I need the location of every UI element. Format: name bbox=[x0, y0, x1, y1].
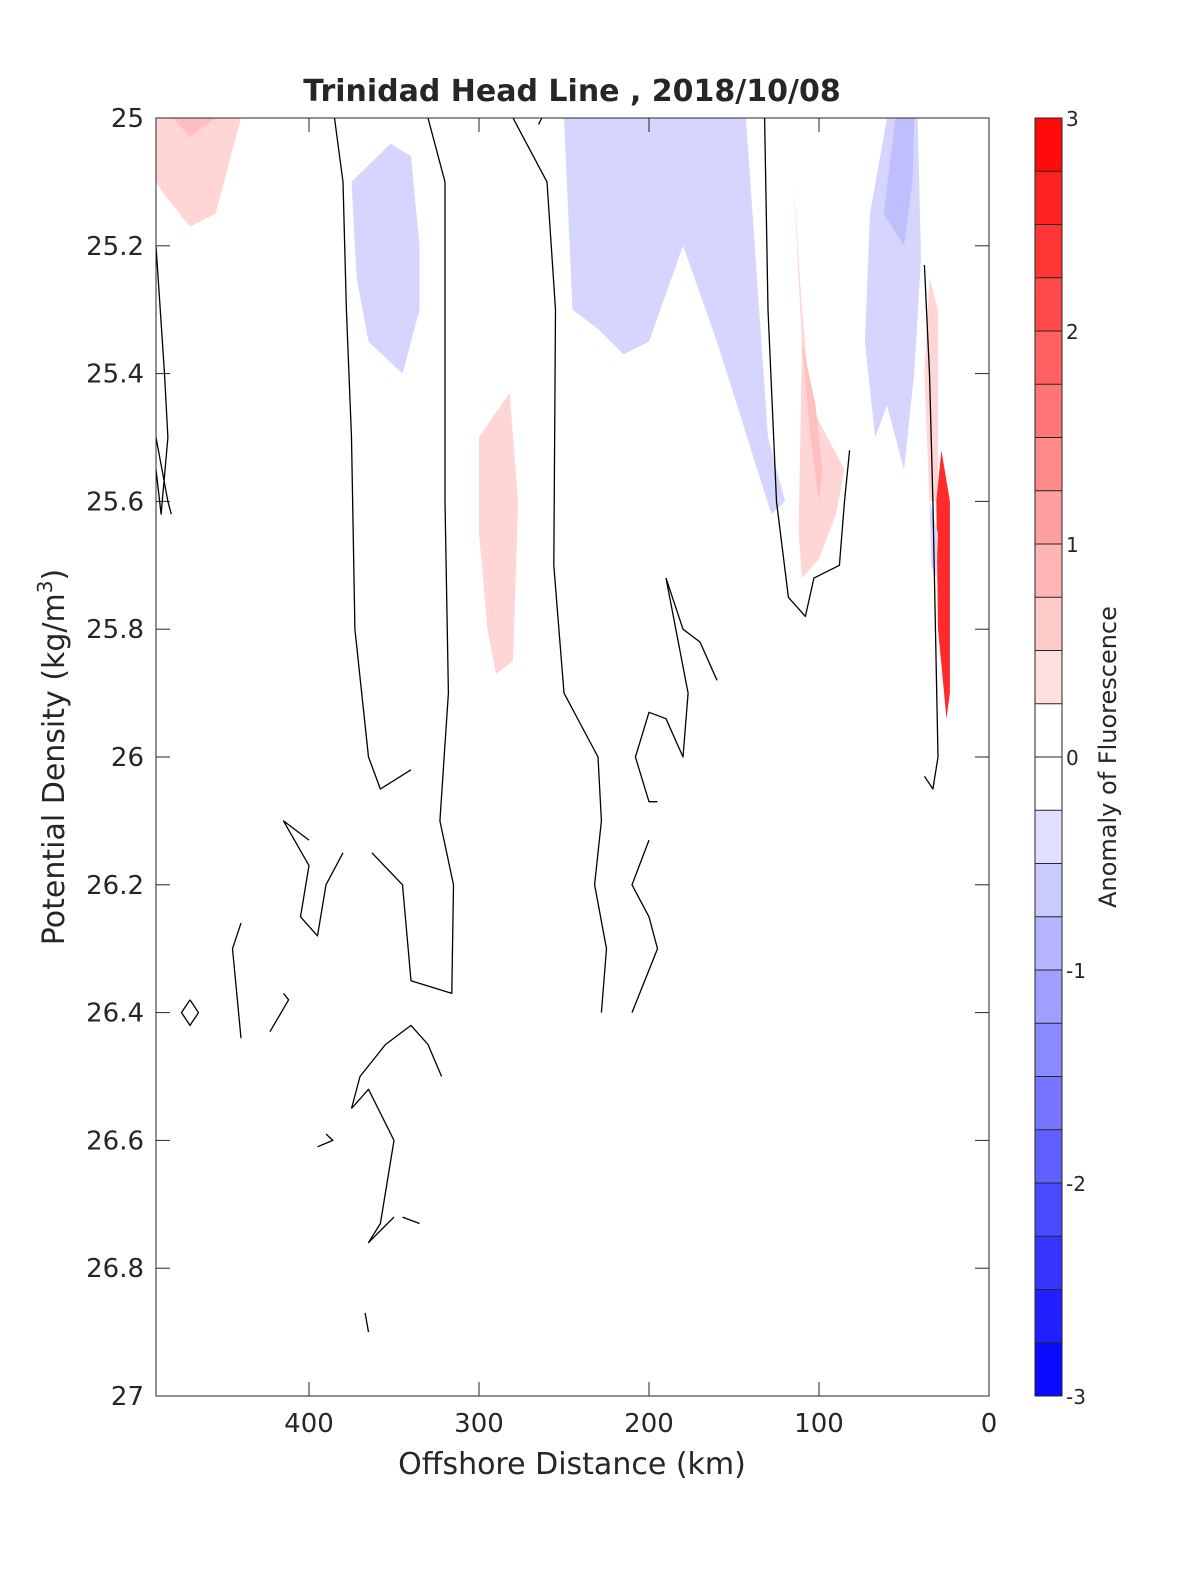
contour-line-8 bbox=[665, 577, 718, 681]
x-tick-label: 200 bbox=[624, 1409, 674, 1439]
contour-layer bbox=[156, 118, 939, 1333]
anomaly-region-3 bbox=[479, 392, 519, 674]
x-tick-label: 400 bbox=[284, 1409, 334, 1439]
colorbar-segment bbox=[1035, 384, 1062, 438]
y-tick-label: 25.4 bbox=[86, 360, 144, 390]
colorbar-segment bbox=[1035, 1076, 1062, 1131]
colorbar-segment bbox=[1035, 171, 1062, 225]
contour-line-16 bbox=[351, 1088, 395, 1244]
anomaly-region-2 bbox=[351, 143, 420, 374]
y-tick-label: 26.2 bbox=[86, 871, 144, 901]
colorbar-segment bbox=[1035, 544, 1062, 598]
contour-line-14 bbox=[180, 999, 200, 1027]
anomaly-region-5 bbox=[793, 181, 845, 579]
contour-line-0 bbox=[156, 245, 169, 515]
contour-line-18 bbox=[317, 1133, 334, 1148]
x-tick-label: 300 bbox=[454, 1409, 504, 1439]
y-axis-label-main: Potential Density (kg/m bbox=[37, 593, 72, 945]
contour-line-15 bbox=[350, 1024, 443, 1109]
colorbar-segment bbox=[1035, 970, 1062, 1024]
colorbar-segment bbox=[1035, 437, 1062, 492]
colorbar-segment bbox=[1035, 331, 1062, 385]
anomaly-fill-layer bbox=[156, 118, 950, 719]
colorbar-label: Anomaly of Fluorescence bbox=[1094, 606, 1122, 908]
anomaly-region-1 bbox=[173, 118, 216, 138]
colorbar-segment bbox=[1035, 1183, 1062, 1237]
colorbar-tick-label: 0 bbox=[1066, 746, 1079, 770]
anomaly-region-10 bbox=[936, 450, 950, 719]
y-tick-label: 25.2 bbox=[86, 232, 144, 262]
colorbar-segment bbox=[1035, 703, 1062, 758]
contour-line-3 bbox=[371, 118, 455, 995]
colorbar-segment bbox=[1035, 490, 1062, 545]
anomaly-region-6 bbox=[802, 341, 823, 502]
colorbar-ticks: 3 2 1 0 -1 -2 -3 bbox=[1066, 107, 1086, 1409]
colorbar-tick-label: -1 bbox=[1066, 959, 1086, 983]
colorbar-segment bbox=[1035, 1129, 1062, 1184]
colorbar-segment bbox=[1035, 916, 1062, 971]
colorbar-segment bbox=[1035, 277, 1062, 332]
x-tick-label: 0 bbox=[981, 1409, 998, 1439]
colorbar-segment bbox=[1035, 810, 1062, 864]
colorbar-tick-label: 1 bbox=[1066, 533, 1079, 557]
x-axis-label: Offshore Distance (km) bbox=[398, 1447, 746, 1482]
anomaly-region-8 bbox=[883, 118, 915, 246]
anomaly-region-0 bbox=[156, 118, 241, 227]
colorbar-segment bbox=[1035, 1236, 1062, 1290]
colorbar-segment bbox=[1035, 757, 1062, 811]
contour-line-4 bbox=[512, 118, 608, 1013]
contour-line-7 bbox=[923, 264, 939, 790]
colorbar-segment bbox=[1035, 118, 1062, 172]
y-tick-label: 26 bbox=[111, 743, 144, 773]
y-tick-label: 25.6 bbox=[86, 487, 144, 517]
contour-line-9 bbox=[634, 577, 689, 803]
contour-line-10 bbox=[631, 839, 659, 1013]
colorbar-tick-label: 2 bbox=[1066, 320, 1079, 344]
contour-line-11 bbox=[282, 820, 344, 937]
colorbar-tick-label: -3 bbox=[1066, 1385, 1086, 1409]
colorbar-frame bbox=[1034, 117, 1063, 1397]
colorbar-segment bbox=[1035, 1289, 1062, 1344]
y-axis-label-superscript: 3 bbox=[33, 580, 57, 593]
colorbar-segment bbox=[1035, 863, 1062, 918]
colorbar-segment bbox=[1035, 650, 1062, 705]
colorbar-segment bbox=[1035, 1342, 1062, 1397]
plot-background bbox=[156, 118, 989, 1396]
y-tick-label: 26.4 bbox=[86, 999, 144, 1029]
y-tick-label: 25 bbox=[111, 104, 144, 134]
y-axis-label-tail: ) bbox=[37, 569, 72, 581]
anomaly-region-4 bbox=[564, 118, 785, 515]
colorbar-segment bbox=[1035, 1023, 1062, 1077]
colorbar-tick-label: -2 bbox=[1066, 1172, 1086, 1196]
axis-ticks: 400 300 200 100 0 25 25.2 25.4 25.6 25.8 26 26.2 26.… bbox=[86, 104, 997, 1439]
colorbar bbox=[1035, 118, 1062, 1397]
contour-line-5 bbox=[537, 118, 543, 125]
colorbar-segment bbox=[1035, 597, 1062, 651]
x-tick-label: 100 bbox=[794, 1409, 844, 1439]
contour-line-13 bbox=[269, 992, 290, 1033]
y-tick-label: 25.8 bbox=[86, 615, 144, 645]
contour-line-2 bbox=[333, 118, 412, 790]
y-tick-label: 26.6 bbox=[86, 1126, 144, 1156]
y-tick-label: 27 bbox=[111, 1382, 144, 1412]
chart-title: Trinidad Head Line , 2018/10/08 bbox=[303, 74, 840, 109]
contour-line-6 bbox=[763, 118, 851, 618]
y-tick-label: 26.8 bbox=[86, 1254, 144, 1284]
contour-line-19 bbox=[364, 1312, 370, 1333]
colorbar-tick-label: 3 bbox=[1066, 107, 1079, 131]
contour-line-12 bbox=[231, 922, 242, 1039]
contour-line-17 bbox=[402, 1216, 420, 1225]
y-axis-label: Potential Density (kg/m3) bbox=[33, 569, 72, 945]
colorbar-segment bbox=[1035, 224, 1062, 279]
